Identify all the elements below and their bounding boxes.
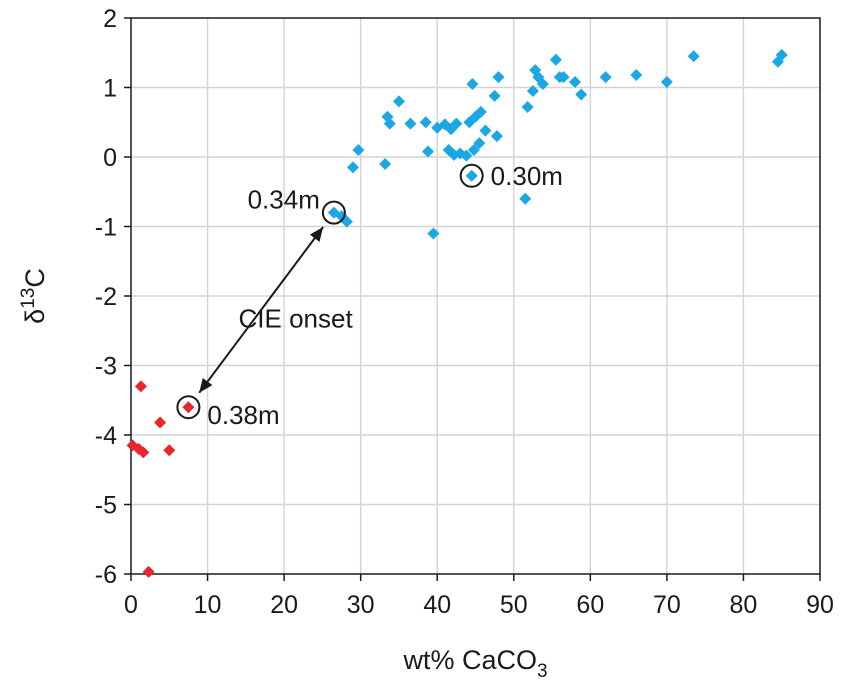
cie-onset-label: CIE onset	[239, 303, 354, 333]
data-point-blue	[419, 116, 432, 129]
y-tick-label: 0	[103, 144, 117, 172]
x-axis-ticks: 0 10 20 30 40 50 60 70 80 90	[124, 574, 834, 619]
data-point-blue	[630, 68, 643, 81]
x-tick-label: 50	[500, 591, 528, 619]
data-point-blue	[404, 117, 417, 130]
data-point-blue	[492, 71, 505, 84]
data-point-blue	[557, 71, 570, 84]
highlight-circle	[176, 395, 201, 420]
data-point-red	[182, 401, 195, 414]
y-tick-label: -5	[95, 492, 117, 520]
y-tick-label: -6	[95, 561, 117, 589]
data-points	[126, 48, 788, 578]
x-axis-title-subscript: 3	[537, 661, 548, 682]
data-point-blue	[569, 75, 582, 88]
depth-label: 0.38m	[207, 400, 279, 430]
highlight-circle	[459, 163, 484, 188]
data-point-blue	[460, 149, 473, 162]
annotations: 0.34m 0.30m 0.38m CIE onset	[176, 161, 563, 430]
data-point-blue	[490, 130, 503, 143]
data-point-blue	[467, 144, 480, 157]
x-tick-label: 60	[576, 591, 604, 619]
data-point-red	[142, 565, 155, 578]
data-point-blue	[347, 161, 360, 174]
y-tick-label: 2	[103, 5, 117, 33]
data-point-blue	[488, 89, 501, 102]
data-point-blue	[427, 227, 440, 240]
data-point-blue	[352, 144, 365, 157]
x-axis-title: wt% CaCO3	[402, 645, 547, 682]
y-axis-title-superscript: 13	[18, 288, 39, 309]
y-axis-ticks: -6 -5 -4 -3 -2 -1 0 1 2	[95, 5, 131, 589]
data-point-red	[137, 446, 150, 459]
x-tick-label: 80	[730, 591, 758, 619]
y-axis-title: δ13C	[18, 268, 50, 324]
data-point-blue	[383, 117, 396, 130]
data-point-blue	[466, 78, 479, 91]
data-point-red	[134, 380, 147, 393]
x-tick-label: 90	[806, 591, 834, 619]
grid-lines	[131, 18, 820, 574]
depth-label: 0.30m	[491, 161, 563, 191]
data-point-blue	[660, 75, 673, 88]
data-point-blue	[438, 118, 451, 131]
data-point-blue	[473, 137, 486, 150]
data-point-blue	[521, 100, 534, 113]
data-point-blue	[479, 124, 492, 137]
data-point-blue	[549, 53, 562, 66]
y-tick-label: -4	[95, 422, 117, 450]
arrowhead-lower	[199, 377, 213, 393]
x-tick-label: 30	[347, 591, 375, 619]
data-point-blue	[465, 169, 478, 182]
data-point-blue	[450, 117, 463, 130]
x-tick-label: 20	[270, 591, 298, 619]
cie-onset-arrow-shaft	[198, 226, 324, 394]
y-tick-label: -1	[95, 214, 117, 242]
data-point-red	[163, 444, 176, 457]
data-point-blue	[526, 84, 539, 97]
x-tick-label: 10	[194, 591, 222, 619]
y-tick-label: -3	[95, 353, 117, 381]
y-axis-title-main: δ	[20, 309, 50, 324]
data-point-blue	[775, 48, 788, 61]
x-tick-label: 0	[124, 591, 138, 619]
x-tick-label: 40	[423, 591, 451, 619]
y-tick-label: 1	[103, 75, 117, 103]
x-tick-label: 70	[653, 591, 681, 619]
data-point-blue	[392, 95, 405, 108]
y-axis-title-tail: C	[20, 268, 50, 288]
data-point-blue	[474, 105, 487, 118]
highlight-circle	[321, 200, 346, 225]
data-point-blue	[422, 145, 435, 158]
data-point-blue	[575, 88, 588, 101]
data-point-blue	[599, 71, 612, 84]
depth-label: 0.34m	[248, 185, 320, 215]
x-axis-title-main: wt% CaCO	[402, 645, 537, 675]
data-point-blue	[536, 78, 549, 91]
arrowhead-upper	[309, 227, 324, 242]
data-point-blue	[687, 50, 700, 63]
data-point-blue	[519, 192, 532, 205]
data-point-red	[154, 416, 167, 429]
y-tick-label: -2	[95, 283, 117, 311]
data-point-blue	[379, 157, 392, 170]
